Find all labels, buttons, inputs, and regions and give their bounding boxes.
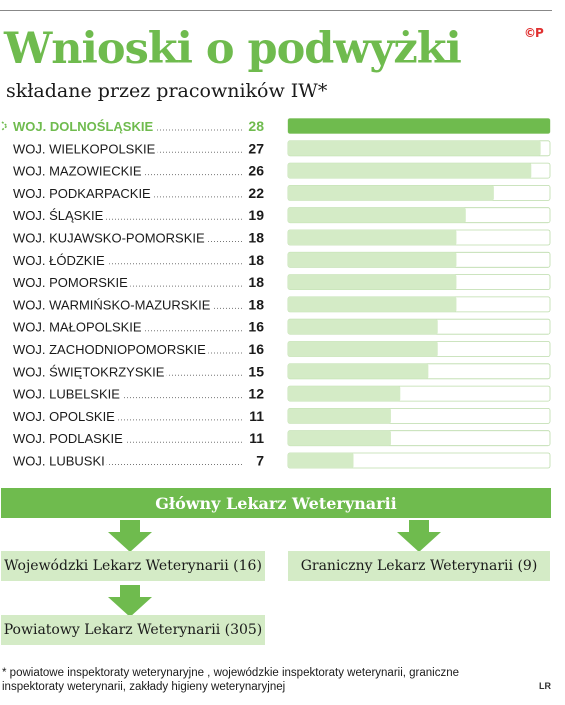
value-label: 12 (248, 386, 264, 402)
highlight-marker-icon (1, 121, 9, 131)
category-label: WOJ. OPOLSKIE (13, 409, 115, 424)
category-label: WOJ. POMORSKIE (13, 275, 128, 290)
value-label: 28 (248, 118, 264, 134)
org-left-box: Wojewódzki Lekarz Weterynarii (16) (1, 551, 265, 581)
arrow-down-icon (108, 585, 152, 617)
chart-subtitle: składane przez pracowników IW* (6, 80, 328, 102)
value-label: 18 (248, 230, 264, 246)
value-label: 22 (248, 185, 264, 201)
publisher-logo: ©P (524, 26, 544, 40)
bar (288, 163, 532, 179)
bar (288, 430, 391, 446)
author-credit: LR (539, 681, 551, 691)
value-label: 15 (248, 363, 264, 379)
chart-title: Wnioski o podwyżki (4, 24, 462, 74)
org-bottom-box: Powiatowy Lekarz Weterynarii (305) (1, 615, 265, 645)
bar (288, 185, 494, 201)
category-label: WOJ. WARMIŃSKO-MAZURSKIE (13, 297, 211, 312)
bar (288, 363, 429, 379)
value-label: 18 (248, 252, 264, 268)
category-label: WOJ. ŁÓDZKIE (13, 253, 105, 268)
value-label: 26 (248, 163, 264, 179)
org-right-box: Graniczny Lekarz Weterynarii (9) (288, 551, 550, 581)
category-label: WOJ. PODKARPACKIE (13, 186, 151, 201)
category-label: WOJ. MAŁOPOLSKIE (13, 320, 142, 335)
bar-chart: WOJ. DOLNOŚLĄSKIE 28 WOJ. WIELKOPOLSKIE 27 W… (1, 118, 551, 469)
value-label: 19 (248, 207, 264, 223)
bar (288, 274, 457, 290)
category-label: WOJ. MAZOWIECKIE (13, 164, 142, 179)
arrow-down-icon (397, 520, 441, 552)
category-label: WOJ. ZACHODNIOPOMORSKIE (13, 342, 206, 357)
bar (288, 296, 457, 312)
bar (288, 319, 438, 335)
category-label: WOJ. KUJAWSKO-POMORSKIE (13, 231, 205, 246)
bar (288, 252, 457, 268)
org-main-box: Główny Lekarz Weterynarii (1, 488, 551, 518)
value-label: 11 (249, 430, 264, 446)
footnote: * powiatowe inspektoraty weterynaryjne ,… (2, 667, 460, 693)
bar (288, 341, 438, 357)
category-label: WOJ. LUBUSKI (13, 454, 105, 469)
value-label: 18 (248, 274, 264, 290)
category-label: WOJ. WIELKOPOLSKIE (13, 141, 156, 156)
top-rule (0, 10, 552, 11)
bar (288, 386, 401, 402)
bar (288, 207, 466, 223)
category-label: WOJ. PODLASKIE (13, 431, 123, 446)
category-label: WOJ. LUBELSKIE (13, 387, 120, 402)
bar (288, 140, 541, 156)
bar (288, 408, 391, 424)
arrow-down-icon (108, 520, 152, 552)
bar (288, 118, 550, 134)
value-label: 27 (248, 140, 264, 156)
value-label: 7 (256, 453, 264, 469)
category-label: WOJ. DOLNOŚLĄSKIE (13, 119, 153, 134)
category-label: WOJ. ŚWIĘTOKRZYSKIE (13, 364, 165, 379)
value-label: 16 (248, 319, 264, 335)
value-label: 11 (249, 408, 264, 424)
bar (288, 230, 457, 245)
category-label: WOJ. ŚLĄSKIE (13, 208, 104, 223)
value-label: 16 (248, 341, 264, 357)
value-label: 18 (248, 296, 264, 312)
bar (288, 453, 354, 468)
